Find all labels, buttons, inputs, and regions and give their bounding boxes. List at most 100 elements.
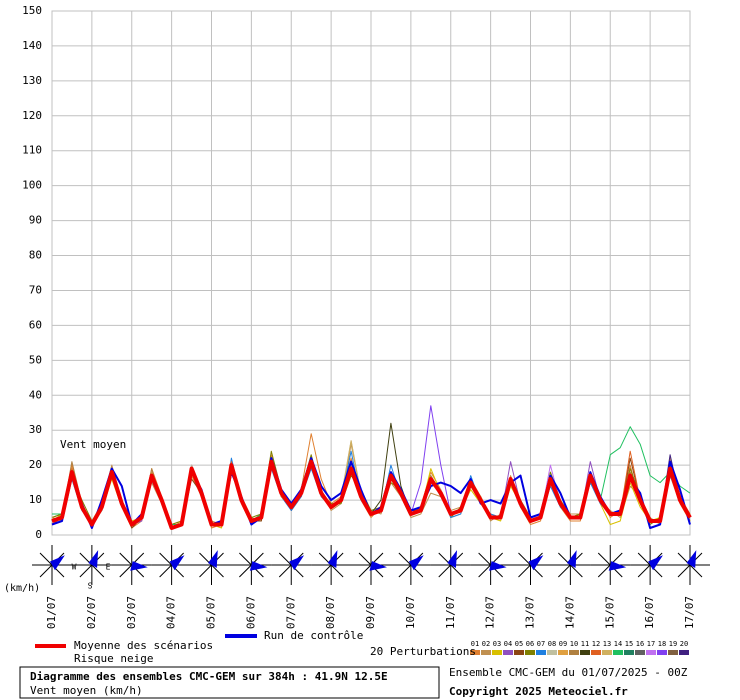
legend-swatch [635,650,645,655]
wind-rose [231,545,272,585]
title-box [19,666,440,699]
wind-rose [390,545,431,585]
x-tick-label: 10/07 [404,596,417,629]
wind-rose [550,545,591,585]
rose-wind [208,550,218,568]
legend-swatch [591,650,601,655]
legend-swatch [668,650,678,655]
legend-swatch [470,650,480,655]
legend-label: 19 [669,640,677,648]
legend-swatch [503,650,513,655]
series-line [51,459,692,530]
x-tick-label: 13/07 [524,596,537,629]
legend-swatch [624,650,634,655]
rose-wind [130,561,148,571]
x-tick-label: 01/07 [45,596,58,629]
copyright: Copyright 2025 Meteociel.fr [449,685,628,698]
legend-label: 09 [559,640,567,648]
y-tick-label: 30 [29,423,42,436]
x-tick-label: 06/07 [244,596,257,629]
legend-label: 08 [548,640,556,648]
legend-label: 16 [636,640,644,648]
legend-label: 05 [515,640,523,648]
rose-label: E [106,563,111,572]
legend-swatch [679,650,689,655]
plot-frame [51,10,691,536]
y-tick-label: 130 [22,74,42,87]
wind-rose [311,545,352,585]
y-tick-label: 80 [29,249,42,262]
x-tick-label: 17/07 [683,596,696,629]
y-tick-label: 110 [22,144,42,157]
rose-wind [289,555,305,571]
rose-wind [327,550,338,568]
rose-wind [648,555,663,571]
legend-label: 15 [625,640,633,648]
legend-swatch [481,650,491,655]
y-tick-label: 50 [29,353,42,366]
x-tick-label: 14/07 [563,596,576,629]
wind-rose [470,545,511,585]
rose-wind [566,550,577,568]
wind-rose [271,545,312,585]
y-tick-label: 150 [22,4,42,17]
legend-swatch [525,650,535,655]
legend-label: 01 [471,640,479,648]
x-tick-label: 11/07 [444,596,457,629]
wind-rose [32,545,72,585]
legend-swatch [613,650,623,655]
legend-label: 13 [603,640,611,648]
y-tick-label: 70 [29,283,42,296]
x-tick-label: 09/07 [364,596,377,629]
run-info: Ensemble CMC-GEM du 01/07/2025 - 00Z [449,666,688,679]
y-tick-label: 60 [29,318,42,331]
grid [51,10,691,536]
x-tick-label: 12/07 [484,596,497,629]
x-tick-label: 08/07 [324,596,337,629]
legend-label: 03 [493,640,501,648]
unit-label: (km/h) [4,583,40,594]
legend-label: 06 [526,640,534,648]
legend-swatch [558,650,568,655]
rose-wind [369,561,387,571]
x-tick-label: 07/07 [284,596,297,629]
wind-rose [151,545,192,585]
rose-wind [489,561,507,571]
wind-rose [510,545,551,585]
legend-swatch [580,650,590,655]
y-tick-label: 10 [29,493,42,506]
x-tick-label: 04/07 [165,596,178,629]
y-tick-label: 20 [29,458,42,471]
plot-lines [51,405,692,530]
wind-rose [590,545,631,585]
wind-rose [670,545,710,585]
legend-label: 17 [647,640,655,648]
legend-label: 14 [614,640,622,648]
y-tick-label: 0 [35,528,42,541]
legend-label: 12 [592,640,600,648]
wind-rose [71,545,112,585]
x-tick-label: 16/07 [643,596,656,629]
legend-swatch [536,650,546,655]
chart-subtitle: Vent moyen (km/h) [30,684,143,697]
labels: 010203040506070809010011012013014015001/… [22,4,696,655]
snow-label: Risque neige [74,652,153,665]
legend-swatch [657,650,667,655]
rose-wind [528,555,544,571]
legend-swatch [514,650,524,655]
rose-wind [88,550,99,568]
wind-rose [430,545,471,585]
chart-title: Diagramme des ensembles CMC-GEM sur 384h… [30,670,388,683]
rose-wind [447,550,458,568]
legend-label: 11 [581,640,589,648]
wind-roses [32,545,710,585]
perturbations-label: 20 Perturbations [370,645,476,658]
rose-wind [608,561,627,571]
wind-rose [111,545,152,585]
y-tick-label: 140 [22,39,42,52]
legend-swatch [492,650,502,655]
rose-wind [169,555,185,571]
y-tick-label: 40 [29,388,42,401]
wind-rose [351,545,391,585]
